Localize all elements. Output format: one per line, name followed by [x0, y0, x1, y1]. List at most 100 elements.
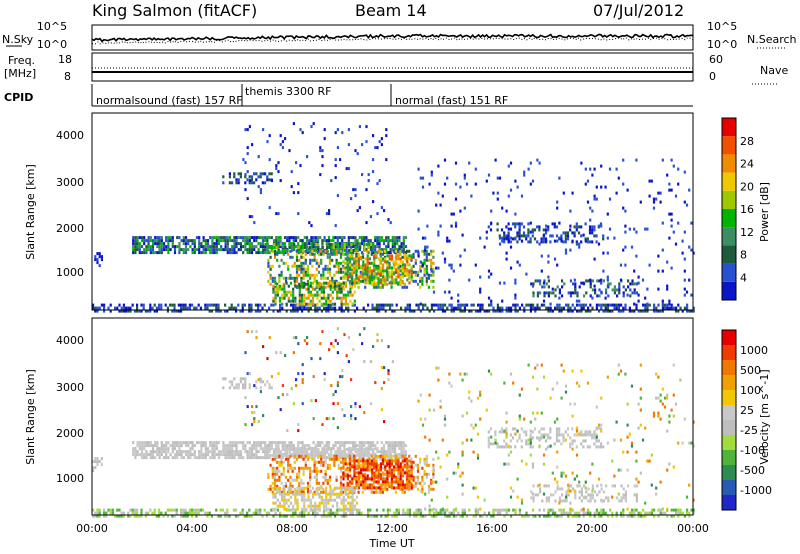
data-cell [272, 309, 275, 313]
data-cell [419, 279, 422, 283]
data-cell [600, 278, 603, 282]
data-cell [525, 442, 528, 446]
data-cell [683, 257, 686, 261]
data-cell [316, 293, 319, 297]
data-cell [251, 143, 254, 147]
data-cell [344, 269, 347, 273]
data-cell [339, 478, 343, 482]
data-cell [149, 453, 152, 457]
data-cell [423, 270, 426, 274]
data-cell [316, 441, 320, 445]
data-cell [380, 450, 383, 454]
data-cell [370, 490, 373, 494]
data-cell [479, 236, 482, 240]
data-cell [153, 303, 156, 307]
data-cell [286, 444, 289, 448]
data-cell [371, 269, 374, 273]
data-cell [308, 447, 311, 451]
data-cell [221, 508, 224, 512]
data-cell [386, 260, 389, 264]
data-cell [408, 263, 411, 267]
data-cell [635, 508, 638, 512]
data-cell [351, 302, 354, 306]
data-cell [228, 444, 232, 448]
data-cell [282, 460, 285, 464]
data-cell [487, 445, 490, 449]
data-cell [286, 448, 289, 451]
data-cell [646, 227, 649, 231]
data-cell [591, 484, 594, 488]
data-cell [204, 511, 207, 515]
data-cell [313, 460, 316, 464]
data-cell [661, 299, 664, 303]
data-cell [588, 231, 592, 235]
data-cell [250, 178, 253, 182]
data-cell [246, 251, 249, 255]
data-cell [578, 245, 581, 249]
data-cell [310, 236, 313, 240]
data-cell [383, 454, 387, 458]
data-cell [357, 260, 360, 264]
data-cell [191, 251, 194, 255]
data-cell [646, 287, 649, 291]
data-cell [522, 430, 526, 434]
data-cell [350, 475, 354, 479]
data-cell [487, 439, 490, 443]
data-cell [558, 499, 561, 503]
data-cell [280, 460, 283, 464]
data-cell [620, 499, 623, 503]
data-cell [359, 243, 362, 246]
data-cell [313, 463, 316, 467]
data-cell [329, 486, 332, 490]
data-cell [567, 303, 570, 307]
data-cell [646, 309, 649, 313]
data-cell [136, 514, 139, 518]
data-cell [314, 306, 317, 310]
data-cell [341, 441, 344, 445]
data-cell [361, 255, 365, 259]
data-cell [352, 242, 355, 246]
data-cell [198, 242, 201, 246]
data-cell [555, 436, 559, 440]
data-cell [574, 285, 577, 289]
data-cell [257, 175, 260, 179]
data-cell [544, 231, 548, 235]
data-cell [505, 251, 508, 255]
data-cell [356, 450, 359, 454]
data-cell [349, 284, 352, 288]
data-cell [158, 245, 161, 249]
data-cell [529, 237, 532, 241]
data-cell [206, 447, 210, 451]
data-cell [220, 239, 223, 243]
data-cell [387, 239, 390, 243]
data-cell [633, 511, 636, 515]
data-cell [278, 463, 281, 467]
data-cell [677, 309, 680, 313]
data-cell [331, 249, 334, 253]
data-cell [341, 444, 344, 448]
data-cell [627, 279, 630, 283]
data-cell [514, 445, 517, 449]
data-cell [331, 281, 334, 285]
data-cell [116, 306, 119, 310]
data-cell [396, 242, 399, 246]
data-cell [346, 466, 349, 470]
data-cell [554, 490, 557, 494]
data-cell [156, 447, 159, 451]
data-cell [432, 472, 435, 476]
data-cell [324, 457, 327, 461]
data-cell [149, 248, 152, 252]
data-cell [384, 257, 387, 261]
data-cell [295, 279, 299, 283]
data-cell [206, 245, 210, 249]
data-cell [538, 508, 541, 512]
data-cell [283, 504, 286, 508]
data-cell [510, 306, 513, 310]
data-cell [176, 444, 179, 448]
data-cell [248, 450, 251, 454]
data-cell [276, 258, 279, 262]
data-cell [397, 252, 400, 256]
data-cell [536, 493, 539, 497]
data-cell [403, 469, 406, 473]
data-cell [360, 456, 364, 460]
